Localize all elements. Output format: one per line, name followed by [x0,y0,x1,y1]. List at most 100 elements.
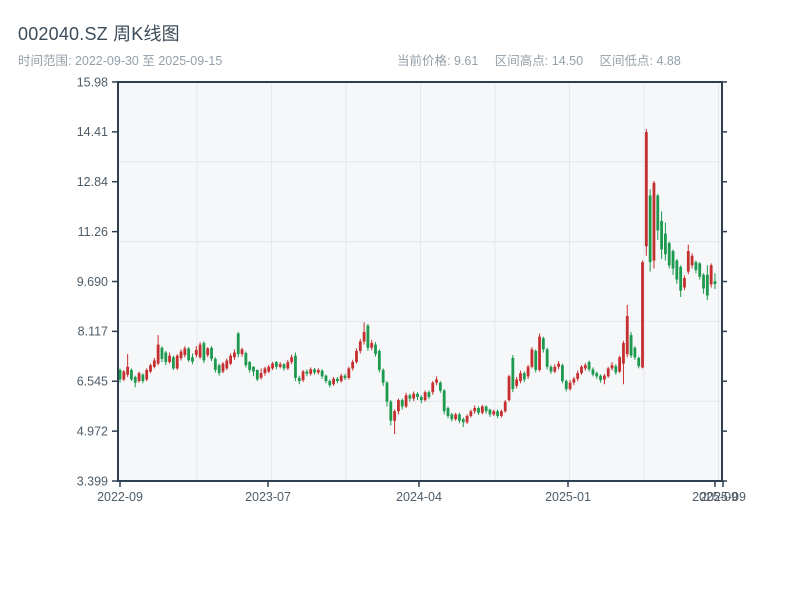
candle [168,352,171,364]
candle [297,375,301,385]
candle [122,369,126,382]
y-tick-label: 3.399 [77,474,108,488]
candle [191,353,194,365]
candle [187,347,191,363]
candle [416,392,419,401]
candle [194,346,198,358]
candle [175,354,179,370]
candle [400,398,404,410]
y-axis: 15.98 14.41 12.84 11.26 9.690 8.117 6.545 4.972… [77,75,727,488]
grid [118,82,722,481]
candle [667,241,671,269]
candle [366,323,370,351]
candle [397,398,400,415]
candle [316,368,320,375]
candle [484,405,488,414]
candle [423,390,427,402]
candle [614,364,618,375]
candle [419,395,423,404]
candle [198,342,202,359]
candle [229,353,233,366]
candle [526,364,530,379]
candle [248,361,252,373]
candle [320,369,324,379]
candle [583,362,587,371]
candle [705,265,709,301]
candle [286,359,290,370]
candle [595,371,599,379]
candle [377,349,381,373]
candle [385,381,389,407]
candle [572,376,576,386]
candle [446,406,450,419]
candle [698,262,702,280]
candle [522,371,526,383]
candle [492,409,496,416]
candle [351,359,355,371]
candle [381,368,385,386]
x-tick-label: 2025-01 [545,490,591,504]
candle [538,333,541,372]
candle [709,263,713,288]
page-title: 002040.SZ 周K线图 [18,24,180,44]
y-tick-label: 11.26 [78,225,108,239]
candle [660,211,663,259]
candle [332,376,335,386]
candle [233,349,236,360]
candle [183,346,187,358]
candle [652,180,656,269]
candle [282,362,286,371]
candle [561,363,564,384]
current-price-value: 9.61 [453,54,479,68]
candle [683,275,686,291]
candle [335,376,339,384]
candle [679,265,683,298]
candle [576,370,580,382]
x-axis: 2022-09 2023-07 2024-04 2025-01 2025-092025-… [97,481,746,504]
candle [339,373,343,383]
candle [313,368,316,375]
candle [587,360,591,372]
y-tick-label: 8.117 [78,325,108,339]
candle [301,369,305,383]
candle [290,354,294,365]
candle [164,350,168,366]
candle [534,349,538,373]
x-tick-label: 2025-09 [700,490,746,504]
candle [141,373,145,384]
candle [305,369,309,377]
candle [370,339,374,351]
candle [507,374,511,402]
candle [496,409,499,419]
candle [641,260,644,369]
candle [130,368,133,382]
x-tick-label: 2024-04 [396,490,442,504]
candle [240,347,244,357]
candle [408,393,412,402]
candle [255,369,259,382]
candle [690,253,694,269]
candle [442,388,446,415]
candle [465,414,469,424]
x-tick-label: 2022-09 [97,490,143,504]
candle [450,412,454,422]
candle [404,392,408,409]
candle [179,349,183,361]
candle [541,336,545,353]
candle [591,367,595,377]
candle [202,341,206,363]
candle [278,362,282,369]
candle [656,193,660,240]
candle [553,364,557,374]
candle [557,361,561,370]
candle [664,222,667,261]
y-tick-label: 4.972 [77,424,108,438]
candle [644,128,648,256]
candle [263,366,267,376]
candle [393,409,397,435]
candle [343,373,347,381]
candle [431,381,435,395]
candle [126,354,130,377]
y-tick-label: 15.98 [77,75,108,89]
